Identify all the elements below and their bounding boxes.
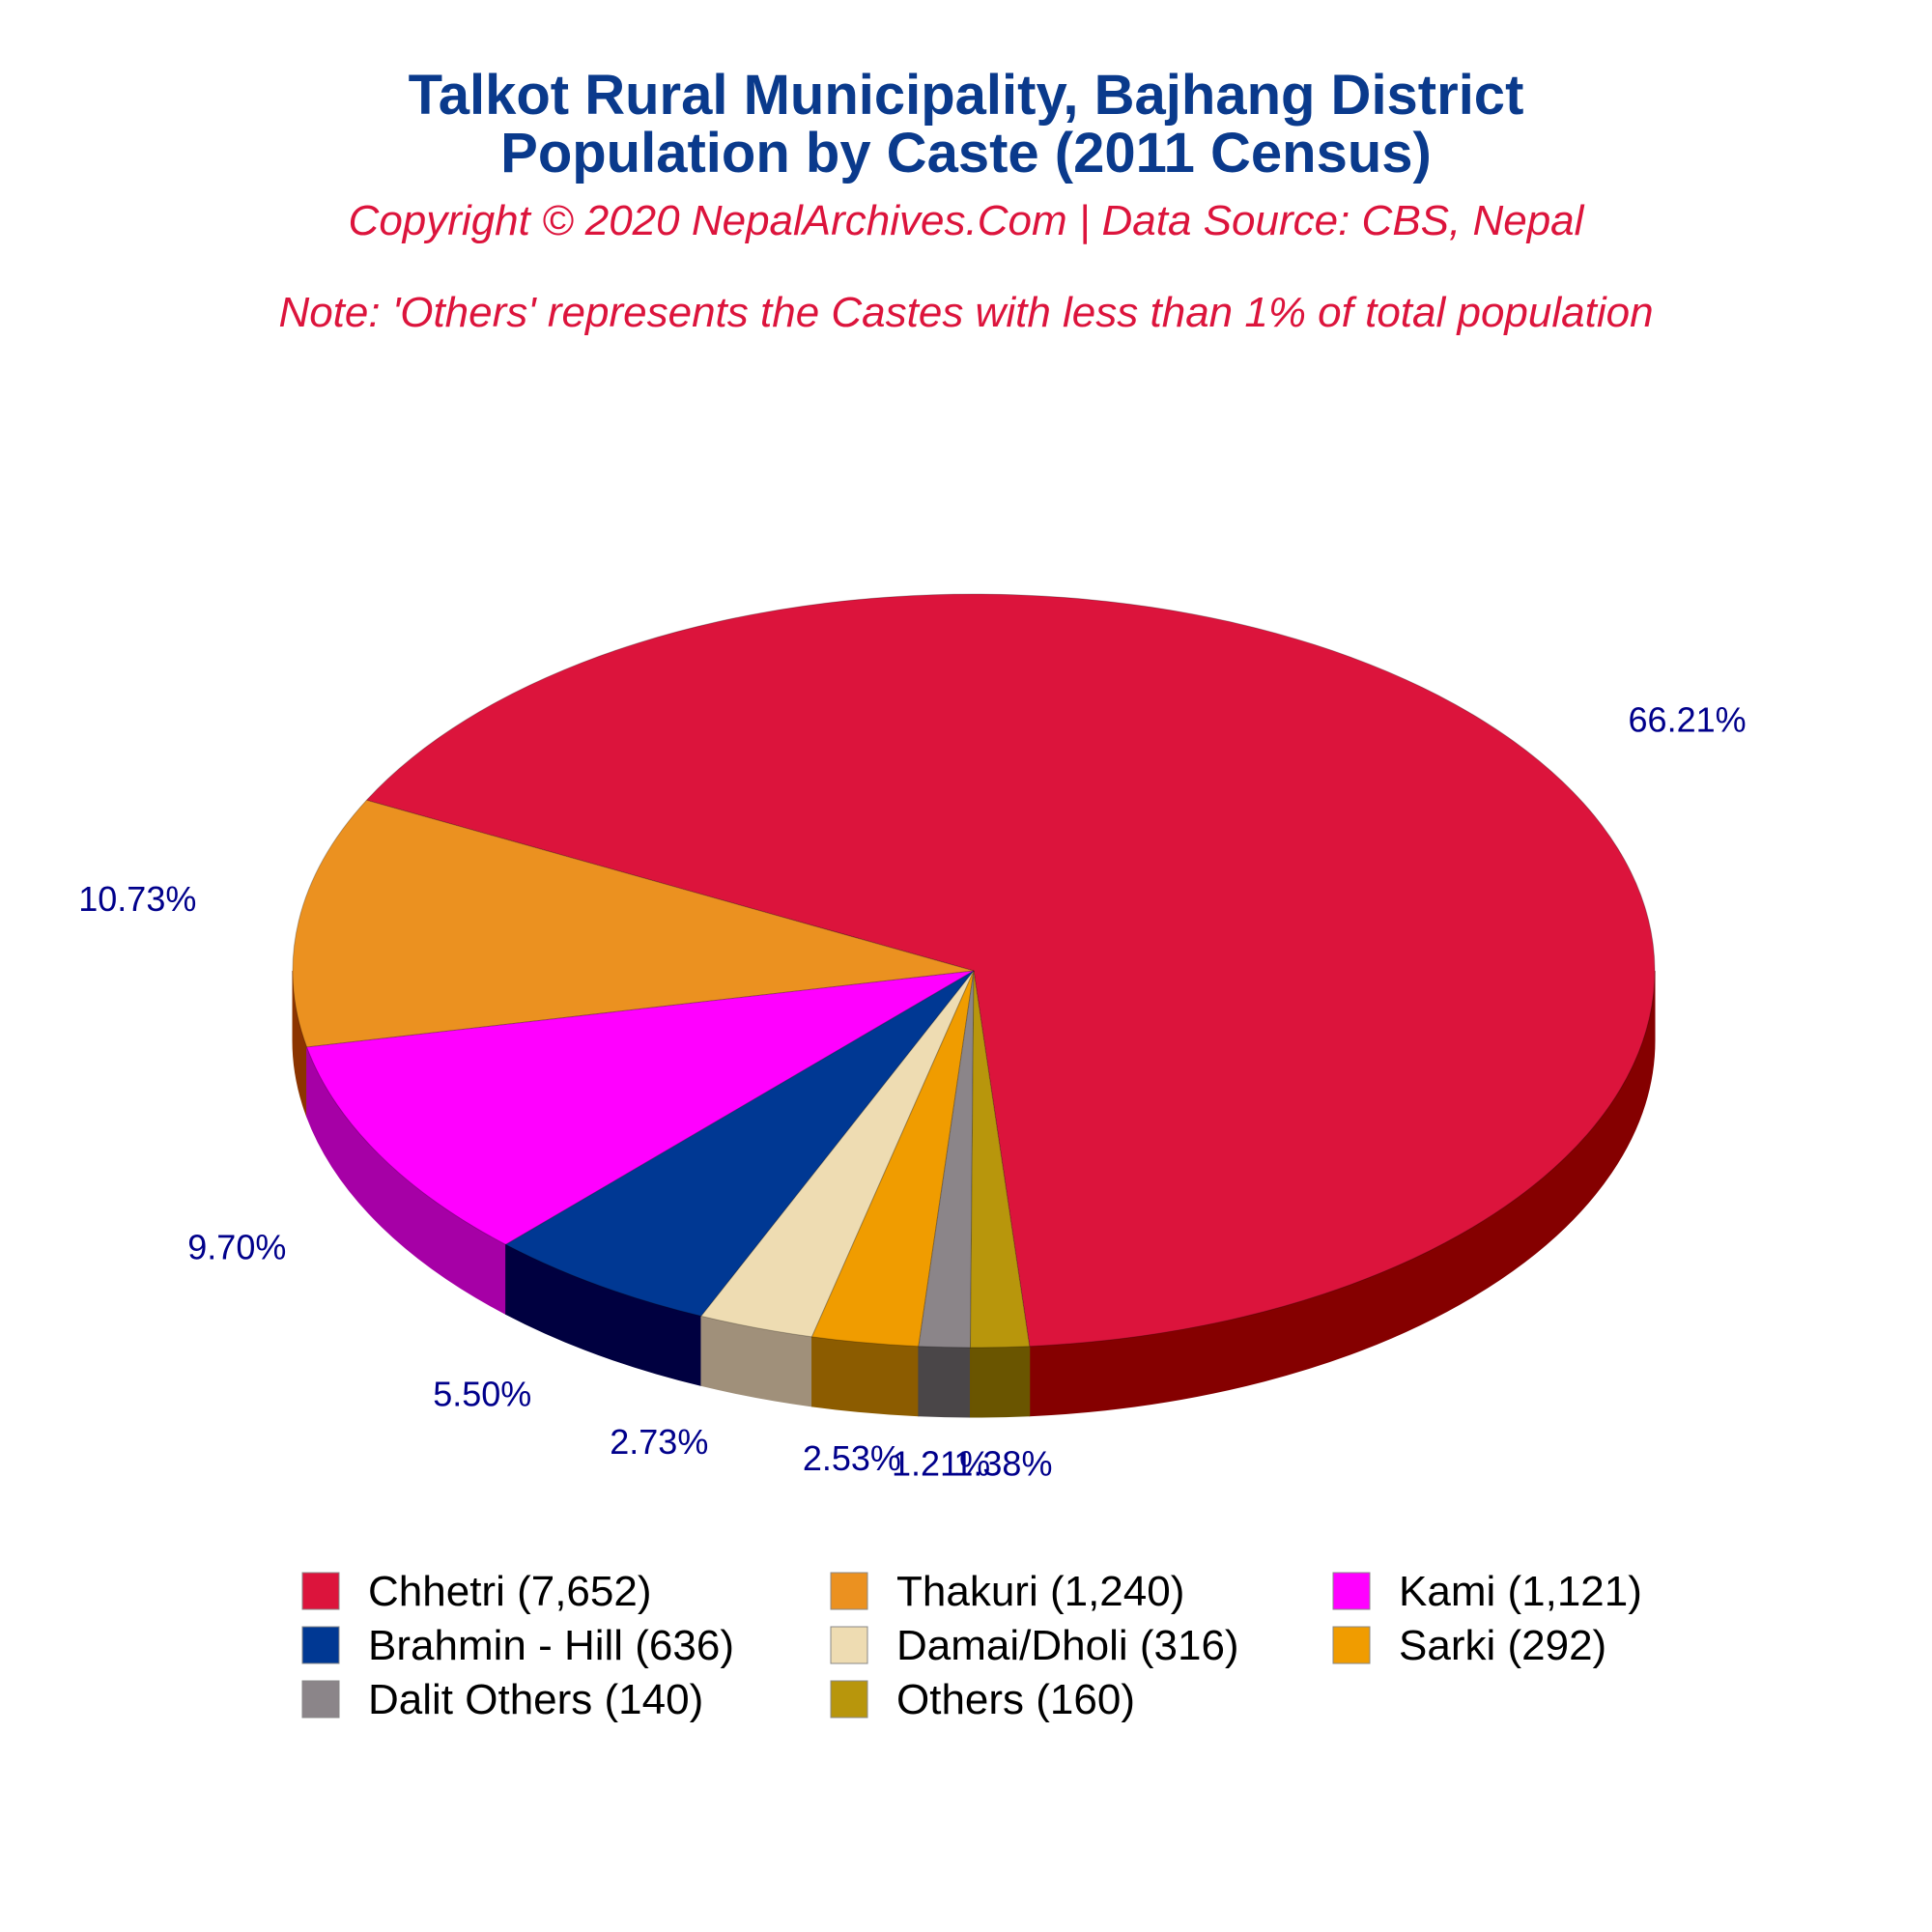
legend-label-sarki: Sarki (292) (1399, 1622, 1606, 1669)
pie-slice-chhetri (365, 593, 1656, 1348)
pie-label-brahmin-hill: 5.50% (433, 1374, 531, 1413)
pie-labels: 66.21% 10.73% 9.70% 5.50% 2.73% 2.53%1.21%1.3… (78, 700, 1746, 1484)
chart-note: Note: 'Others' represents the Castes wit… (278, 289, 1653, 336)
legend-label-others: Others (160) (896, 1676, 1135, 1723)
pie-slice-damai-dholi (700, 970, 975, 1338)
legend-swatch-dalit-others (301, 1680, 340, 1719)
pie-slice-others (970, 970, 1031, 1349)
legend-label-dalit-others: Dalit Others (140) (368, 1676, 703, 1723)
legend-swatch-kami (1332, 1572, 1371, 1610)
legend-label-chhetri: Chhetri (7,652) (368, 1568, 651, 1615)
pie-label-chhetri: 66.21% (1629, 700, 1747, 740)
pie-label-kami: 9.70% (187, 1228, 286, 1267)
chart-title-line2: Population by Caste (2011 Census) (500, 122, 1432, 185)
legend-label-brahmin-hill: Brahmin - Hill (636) (368, 1622, 734, 1669)
legend-label-kami: Kami (1,121) (1399, 1568, 1642, 1615)
pie-label-dalit-others: 1.21% (892, 1443, 990, 1483)
pie-label-sarki: 2.53% (803, 1438, 901, 1478)
legend: Chhetri (7,652) Thakuri (1,240) Kami (1,12… (301, 1568, 1642, 1723)
pie-slice-brahmin-hill (504, 970, 975, 1317)
pie-slice-dalit-others (918, 970, 975, 1349)
legend-swatch-chhetri (301, 1572, 340, 1610)
chart-subtitle: Copyright © 2020 NepalArchives.Com | Dat… (349, 197, 1585, 244)
pie-label-others: 1.38% (953, 1443, 1052, 1483)
pie-side-sarki (811, 1336, 920, 1417)
legend-label-thakuri: Thakuri (1,240) (896, 1568, 1184, 1615)
pie-slice-kami (305, 970, 975, 1245)
legend-swatch-damai-dholi (830, 1626, 868, 1664)
legend-swatch-brahmin-hill (301, 1626, 340, 1664)
pie-side-others (970, 1346, 1031, 1418)
legend-swatch-others (830, 1680, 868, 1719)
chart-title-line1: Talkot Rural Municipality, Bajhang Distr… (409, 64, 1524, 127)
pie-sides (292, 970, 1656, 1418)
pie-label-thakuri: 10.73% (78, 879, 196, 919)
pie-top (292, 593, 1656, 1349)
pie-slice-sarki (810, 970, 975, 1348)
pie-side-dalit-others (918, 1346, 972, 1418)
legend-swatch-thakuri (830, 1572, 868, 1610)
pie-label-damai-dholi: 2.73% (610, 1422, 708, 1462)
pie-slice-thakuri (292, 799, 975, 1048)
legend-label-damai-dholi: Damai/Dholi (316) (896, 1622, 1239, 1669)
legend-swatch-sarki (1332, 1626, 1371, 1664)
